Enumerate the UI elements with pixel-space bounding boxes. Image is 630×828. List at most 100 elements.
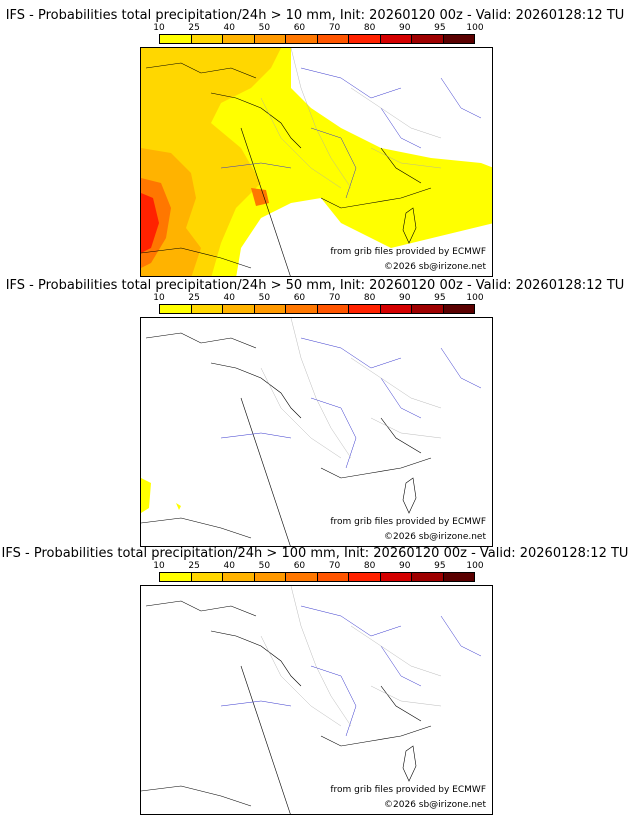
probability-map: from grib files provided by ECMWF ©2026 … xyxy=(140,47,493,277)
colorbar-segment xyxy=(317,573,349,581)
rivers xyxy=(220,337,482,469)
colorbar-tick-label: 50 xyxy=(258,561,271,571)
colorbar-tick-label: 70 xyxy=(328,23,341,33)
colorbar-segment xyxy=(160,573,192,581)
panel-title: IFS - Probabilities total precipitation/… xyxy=(5,8,625,23)
colorbar-tick-label: 25 xyxy=(188,293,200,303)
colorbar-tick-label: 10 xyxy=(153,561,165,571)
colorbar-segment xyxy=(412,573,444,581)
colorbar-tick-label: 100 xyxy=(466,561,484,571)
colorbar-tick-label: 25 xyxy=(188,23,200,33)
colorbar-segment xyxy=(380,305,412,313)
map-canvas xyxy=(141,586,482,814)
copyright-credit: ©2026 sb@irizone.net xyxy=(384,800,486,810)
colorbar-tick-label: 95 xyxy=(434,561,446,571)
map-canvas xyxy=(141,318,482,546)
island-corsica xyxy=(402,477,417,514)
coastline xyxy=(141,62,432,276)
colorbar-segment xyxy=(286,305,318,313)
map-canvas xyxy=(141,48,492,276)
colorbar-tick-label: 50 xyxy=(258,23,271,33)
colorbar-segment xyxy=(191,305,223,313)
panel-title: IFS - Probabilities total precipitation/… xyxy=(5,278,625,293)
colorbar-tick-label: 25 xyxy=(188,561,200,571)
colorbar-tick-label: 60 xyxy=(293,293,306,303)
colorbar-segment xyxy=(191,35,223,43)
colorbar-segment xyxy=(349,573,381,581)
colorbar-tick-label: 100 xyxy=(466,293,484,303)
colorbar-tick-label: 40 xyxy=(223,293,235,303)
colorbar-segment xyxy=(254,305,286,313)
colorbar-segment xyxy=(443,305,474,313)
island-corsica xyxy=(402,745,417,782)
colorbar-tick-label: 10 xyxy=(153,293,165,303)
copyright-credit: ©2026 sb@irizone.net xyxy=(384,532,486,542)
copyright-credit: ©2026 sb@irizone.net xyxy=(384,262,486,272)
colorbar-tick-label: 95 xyxy=(434,293,446,303)
colorbar-tick-label: 80 xyxy=(363,293,376,303)
colorbar xyxy=(159,572,475,582)
map-panel-100mm: IFS - Probabilities total precipitation/… xyxy=(0,546,630,815)
colorbar-tick-label: 70 xyxy=(328,293,341,303)
probability-map: from grib files provided by ECMWF ©2026 … xyxy=(140,317,493,547)
colorbar-segment xyxy=(443,573,474,581)
colorbar-tick-label: 90 xyxy=(399,23,411,33)
colorbar-tick-label: 90 xyxy=(399,293,411,303)
colorbar-segment xyxy=(286,573,318,581)
colorbar-tick-label: 70 xyxy=(328,561,341,571)
colorbar-segment xyxy=(317,35,349,43)
rivers xyxy=(220,605,482,737)
prob-field-10-spot xyxy=(176,503,181,510)
prob-field-80 xyxy=(141,193,159,253)
colorbar-segment xyxy=(412,35,444,43)
colorbar-tick-label: 10 xyxy=(153,23,165,33)
colorbar-segment xyxy=(380,573,412,581)
colorbar-tick-label: 40 xyxy=(223,561,235,571)
colorbar-tick-label: 80 xyxy=(363,23,376,33)
coastline xyxy=(141,600,432,814)
colorbar-segment xyxy=(443,35,474,43)
colorbar-tick-label: 60 xyxy=(293,23,306,33)
map-panel-10mm: IFS - Probabilities total precipitation/… xyxy=(0,8,630,277)
colorbar-segment xyxy=(254,573,286,581)
colorbar-segment xyxy=(254,35,286,43)
borders xyxy=(260,586,442,727)
colorbar-tick-label: 80 xyxy=(363,561,376,571)
prob-field-60-spot xyxy=(251,188,269,206)
data-source-credit: from grib files provided by ECMWF xyxy=(330,785,486,795)
colorbar-segment xyxy=(317,305,349,313)
coastline xyxy=(141,332,432,546)
probability-map: from grib files provided by ECMWF ©2026 … xyxy=(140,585,493,815)
colorbar-tick-label: 100 xyxy=(466,23,484,33)
rivers xyxy=(220,67,482,199)
colorbar-tick-label: 40 xyxy=(223,23,235,33)
colorbar xyxy=(159,34,475,44)
prob-field-10 xyxy=(141,478,151,513)
colorbar-segment xyxy=(223,573,255,581)
data-source-credit: from grib files provided by ECMWF xyxy=(330,247,486,257)
map-panel-50mm: IFS - Probabilities total precipitation/… xyxy=(0,278,630,547)
colorbar-segment xyxy=(223,305,255,313)
colorbar-ticks: 10 25 40 50 60 70 80 90 95 100 xyxy=(153,293,483,303)
colorbar-segment xyxy=(380,35,412,43)
borders xyxy=(260,318,442,459)
colorbar-ticks: 10 25 40 50 60 70 80 90 95 100 xyxy=(153,561,483,571)
colorbar-segment xyxy=(412,305,444,313)
borders xyxy=(260,48,442,189)
colorbar-segment xyxy=(160,35,192,43)
colorbar-segment xyxy=(349,35,381,43)
colorbar-ticks: 10 25 40 50 60 70 80 90 95 100 xyxy=(153,23,483,33)
colorbar-segment xyxy=(223,35,255,43)
panel-title: IFS - Probabilities total precipitation/… xyxy=(1,546,629,561)
colorbar xyxy=(159,304,475,314)
colorbar-tick-label: 90 xyxy=(399,561,411,571)
colorbar-segment xyxy=(160,305,192,313)
colorbar-segment xyxy=(191,573,223,581)
colorbar-tick-label: 95 xyxy=(434,23,446,33)
colorbar-segment xyxy=(349,305,381,313)
colorbar-segment xyxy=(286,35,318,43)
data-source-credit: from grib files provided by ECMWF xyxy=(330,517,486,527)
colorbar-tick-label: 60 xyxy=(293,561,306,571)
island-corsica xyxy=(402,207,417,244)
colorbar-tick-label: 50 xyxy=(258,293,271,303)
